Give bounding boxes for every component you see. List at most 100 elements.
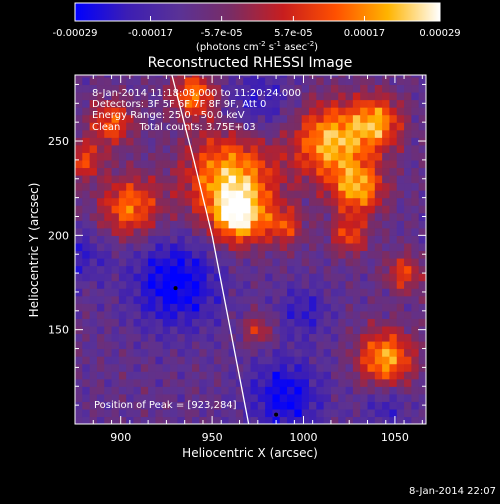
- heatmap-cell: [155, 333, 164, 342]
- heatmap-cell: [374, 107, 383, 116]
- heatmap-cell: [192, 167, 200, 176]
- heatmap-cell: [148, 280, 157, 289]
- heatmap-cell: [199, 212, 208, 221]
- heatmap-cell: [352, 288, 361, 297]
- heatmap-cell: [82, 212, 91, 221]
- heatmap-cell: [213, 205, 222, 214]
- heatmap-cell: [411, 303, 420, 312]
- heatmap-cell: [118, 144, 127, 153]
- heatmap-cell: [133, 84, 142, 93]
- heatmap-cell: [257, 76, 266, 86]
- heatmap-cell: [133, 318, 142, 327]
- heatmap-cell: [89, 393, 98, 402]
- heatmap-cell: [206, 76, 215, 86]
- heatmap-cell: [104, 122, 113, 131]
- heatmap-cell: [199, 265, 208, 274]
- heatmap-cell: [411, 182, 420, 191]
- heatmap-cell: [418, 190, 426, 199]
- heatmap-cell: [192, 318, 200, 327]
- heatmap-cell: [330, 363, 339, 372]
- heatmap-cell: [104, 114, 113, 123]
- heatmap-cell: [118, 91, 127, 101]
- heatmap-cell: [360, 356, 369, 365]
- heatmap-cell: [309, 76, 317, 86]
- heatmap-cell: [89, 174, 98, 184]
- heatmap-cell: [257, 401, 266, 410]
- heatmap-cell: [89, 84, 98, 93]
- heatmap-cell: [374, 356, 383, 365]
- heatmap-cell: [396, 340, 405, 350]
- heatmap-cell: [352, 167, 361, 176]
- heatmap-cell: [352, 159, 361, 169]
- heatmap-cell: [170, 356, 178, 365]
- heatmap-cell: [148, 99, 157, 108]
- heatmap-cell: [323, 76, 332, 86]
- heatmap-cell: [389, 303, 398, 312]
- heatmap-cell: [352, 401, 361, 410]
- heatmap-cell: [235, 288, 244, 297]
- heatmap-cell: [140, 378, 149, 387]
- heatmap-cell: [323, 242, 332, 252]
- heatmap-cell: [184, 393, 193, 402]
- heatmap-cell: [170, 393, 178, 402]
- heatmap-cell: [192, 235, 200, 244]
- heatmap-cell: [411, 378, 420, 387]
- y-tick-label: 200: [48, 229, 69, 242]
- heatmap-cell: [155, 84, 164, 93]
- heatmap-cell: [111, 107, 120, 116]
- heatmap-cell: [235, 159, 244, 169]
- heatmap-cell: [418, 205, 426, 214]
- heatmap-cell: [330, 235, 339, 244]
- heatmap-cell: [279, 333, 288, 342]
- heatmap-cell: [170, 416, 178, 424]
- heatmap-cell: [309, 273, 317, 282]
- heatmap-cell: [104, 91, 113, 101]
- heatmap-cell: [104, 220, 113, 229]
- heatmap-cell: [272, 235, 281, 244]
- heatmap-cell: [360, 220, 369, 229]
- heatmap-cell: [330, 122, 339, 131]
- heatmap-cell: [192, 340, 200, 350]
- heatmap-cell: [140, 371, 149, 380]
- heatmap-cell: [382, 114, 391, 123]
- heatmap-cell: [118, 303, 127, 312]
- heatmap-cell: [89, 273, 98, 282]
- heatmap-cell: [316, 167, 325, 176]
- heatmap-cell: [367, 76, 376, 86]
- heatmap-cell: [418, 356, 426, 365]
- heatmap-cell: [155, 182, 164, 191]
- heatmap-cell: [155, 401, 164, 410]
- heatmap-cell: [199, 257, 208, 267]
- heatmap-cell: [118, 363, 127, 372]
- heatmap-cell: [257, 295, 266, 304]
- heatmap-cell: [265, 174, 274, 184]
- heatmap-cell: [250, 182, 259, 191]
- heatmap-cell: [404, 340, 412, 350]
- heatmap-cell: [199, 144, 208, 153]
- heatmap-cell: [243, 174, 252, 184]
- heatmap-cell: [294, 371, 303, 380]
- heatmap-cell: [374, 378, 383, 387]
- heatmap-cell: [323, 401, 332, 410]
- heatmap-cell: [75, 303, 83, 312]
- heatmap-cell: [96, 273, 105, 282]
- heatmap-cell: [301, 348, 310, 357]
- heatmap-cell: [96, 122, 105, 131]
- heatmap-cell: [140, 122, 149, 131]
- heatmap-cell: [140, 273, 149, 282]
- heatmap-cell: [279, 416, 288, 424]
- heatmap-cell: [126, 167, 135, 176]
- heatmap-cell: [192, 220, 200, 229]
- heatmap-cell: [206, 303, 215, 312]
- heatmap-cell: [279, 91, 288, 101]
- heatmap-cell: [126, 190, 135, 199]
- heatmap-cell: [396, 288, 405, 297]
- heatmap-cell: [243, 227, 252, 236]
- heatmap-cell: [140, 393, 149, 402]
- heatmap-cell: [279, 227, 288, 236]
- heatmap-cell: [265, 99, 274, 108]
- heatmap-cell: [352, 280, 361, 289]
- heatmap-cell: [162, 114, 171, 123]
- heatmap-cell: [82, 190, 91, 199]
- heatmap-cell: [389, 122, 398, 131]
